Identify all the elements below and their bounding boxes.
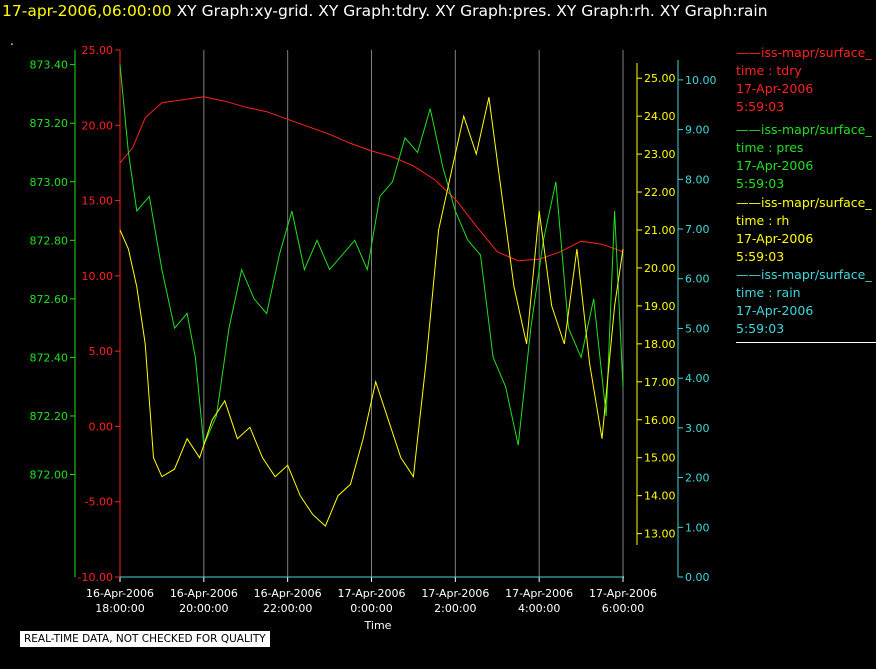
legend-tdry: ——iss-mapr/surface_ time : tdry 17-Apr-2… bbox=[736, 44, 876, 116]
y-tick-label-tdry: -10.00 bbox=[78, 571, 113, 584]
y-tick-label-rh: 15.00 bbox=[644, 452, 676, 465]
y-tick-label-rain: 10.00 bbox=[685, 74, 717, 87]
y-tick-label-rh: 13.00 bbox=[644, 528, 676, 541]
chart-title: 17-apr-2006,06:00:00 XY Graph:xy-grid. X… bbox=[2, 2, 768, 20]
y-tick-label-rh: 17.00 bbox=[644, 376, 676, 389]
y-tick-label-rain: 5.00 bbox=[685, 322, 710, 335]
y-tick-label-rh: 23.00 bbox=[644, 148, 676, 161]
title-graph-list: XY Graph:xy-grid. XY Graph:tdry. XY Grap… bbox=[176, 2, 768, 20]
legend-rain-var: time : rain bbox=[736, 285, 801, 300]
y-tick-label-rh: 24.00 bbox=[644, 110, 676, 123]
y-tick-label-rain: 2.00 bbox=[685, 472, 710, 485]
series-line-rh bbox=[119, 97, 624, 527]
legend-rh-var: time : rh bbox=[736, 213, 790, 228]
legend-rh: ——iss-mapr/surface_ time : rh 17-Apr-200… bbox=[736, 194, 876, 266]
y-tick-label-pres: 872.60 bbox=[30, 293, 69, 306]
y-tick-label-pres: 873.40 bbox=[30, 59, 69, 72]
x-tick-time: 6:00:00 bbox=[602, 602, 644, 615]
y-tick-label-rh: 20.00 bbox=[644, 262, 676, 275]
y-tick-label-tdry: 5.00 bbox=[89, 345, 114, 358]
legend-rh-date: 17-Apr-2006 bbox=[736, 231, 814, 246]
x-tick-time: 4:00:00 bbox=[518, 602, 560, 615]
x-tick-time: 18:00:00 bbox=[95, 602, 144, 615]
y-tick-label-rh: 18.00 bbox=[644, 338, 676, 351]
legend-tdry-date: 17-Apr-2006 bbox=[736, 81, 814, 96]
legend-rain: ——iss-mapr/surface_ time : rain 17-Apr-2… bbox=[736, 266, 876, 343]
x-tick-time: 20:00:00 bbox=[179, 602, 228, 615]
y-tick-label-tdry: 15.00 bbox=[82, 195, 114, 208]
y-tick-label-rain: 6.00 bbox=[685, 273, 710, 286]
y-tick-label-pres: 872.00 bbox=[30, 469, 69, 482]
x-tick-date: 17-Apr-2006 bbox=[589, 587, 657, 600]
x-tick-date: 17-Apr-2006 bbox=[337, 587, 405, 600]
legend-rain-name: ——iss-mapr/surface_ bbox=[736, 267, 872, 282]
y-tick-label-tdry: 25.00 bbox=[82, 44, 114, 57]
y-tick-label-rh: 19.00 bbox=[644, 300, 676, 313]
y-tick-label-pres: 872.20 bbox=[30, 410, 69, 423]
x-axis-label: Time bbox=[364, 619, 392, 632]
y-tick-label-rh: 22.00 bbox=[644, 186, 676, 199]
legend-pres-date: 17-Apr-2006 bbox=[736, 158, 814, 173]
legend-rh-name: ——iss-mapr/surface_ bbox=[736, 195, 872, 210]
y-tick-label-rain: 9.00 bbox=[685, 124, 710, 137]
legend-tdry-time: 5:59:03 bbox=[736, 99, 785, 114]
y-tick-label-rain: 3.00 bbox=[685, 422, 710, 435]
y-tick-label-tdry: -5.00 bbox=[85, 496, 113, 509]
y-tick-label-rh: 14.00 bbox=[644, 490, 676, 503]
x-tick-time: 0:00:00 bbox=[350, 602, 392, 615]
legend-pres-name: ——iss-mapr/surface_ bbox=[736, 122, 872, 137]
y-tick-label-pres: 873.20 bbox=[30, 117, 69, 130]
legend-separator bbox=[736, 342, 876, 343]
y-tick-label-rain: 8.00 bbox=[685, 173, 710, 186]
y-tick-label-tdry: 10.00 bbox=[82, 270, 114, 283]
y-tick-label-rain: 1.00 bbox=[685, 521, 710, 534]
x-tick-time: 22:00:00 bbox=[263, 602, 312, 615]
subtitle-dot: . bbox=[10, 34, 14, 48]
legend-rain-date: 17-Apr-2006 bbox=[736, 303, 814, 318]
x-tick-date: 16-Apr-2006 bbox=[170, 587, 238, 600]
legend-rain-time: 5:59:03 bbox=[736, 321, 785, 336]
x-tick-date: 16-Apr-2006 bbox=[254, 587, 322, 600]
y-tick-label-rain: 7.00 bbox=[685, 223, 710, 236]
title-timestamp: 17-apr-2006,06:00:00 bbox=[2, 2, 172, 20]
y-tick-label-rh: 21.00 bbox=[644, 224, 676, 237]
y-tick-label-rh: 16.00 bbox=[644, 414, 676, 427]
legend-pres-time: 5:59:03 bbox=[736, 176, 785, 191]
quality-notice: REAL-TIME DATA, NOT CHECKED FOR QUALITY bbox=[20, 631, 270, 647]
y-tick-label-tdry: 0.00 bbox=[89, 420, 114, 433]
legend-rh-time: 5:59:03 bbox=[736, 249, 785, 264]
x-tick-date: 17-Apr-2006 bbox=[421, 587, 489, 600]
legend-pres-var: time : pres bbox=[736, 140, 804, 155]
legend-tdry-name: ——iss-mapr/surface_ bbox=[736, 45, 872, 60]
series-line-tdry bbox=[119, 96, 624, 262]
y-tick-label-pres: 872.40 bbox=[30, 351, 69, 364]
x-tick-date: 16-Apr-2006 bbox=[86, 587, 154, 600]
x-tick-date: 17-Apr-2006 bbox=[505, 587, 573, 600]
legend-pres: ——iss-mapr/surface_ time : pres 17-Apr-2… bbox=[736, 121, 876, 193]
y-tick-label-tdry: 20.00 bbox=[82, 119, 114, 132]
y-tick-label-rain: 4.00 bbox=[685, 372, 710, 385]
y-tick-label-pres: 873.00 bbox=[30, 176, 69, 189]
y-tick-label-rh: 25.00 bbox=[644, 72, 676, 85]
y-tick-label-rain: 0.00 bbox=[685, 571, 710, 584]
y-tick-label-pres: 872.80 bbox=[30, 234, 69, 247]
x-tick-time: 2:00:00 bbox=[434, 602, 476, 615]
legend-tdry-var: time : tdry bbox=[736, 63, 802, 78]
